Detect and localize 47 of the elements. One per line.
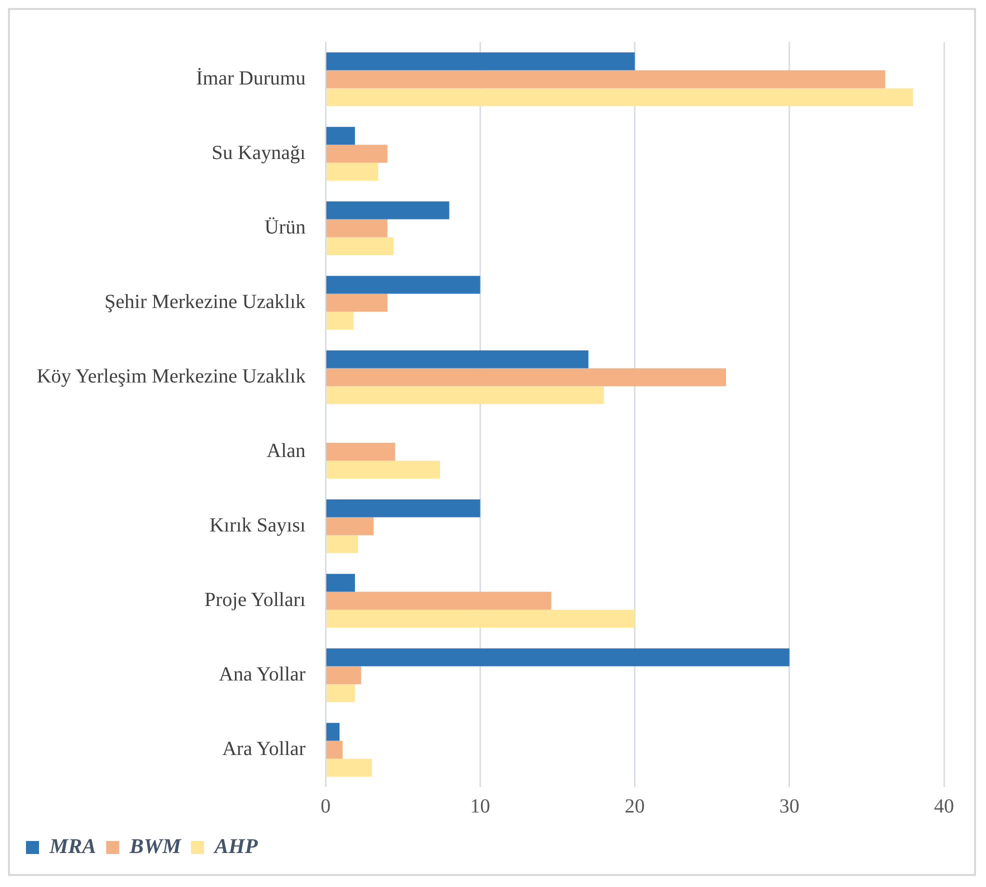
bar bbox=[326, 666, 362, 684]
bar bbox=[326, 350, 588, 368]
bar bbox=[326, 237, 394, 256]
bar bbox=[326, 758, 372, 777]
bar bbox=[326, 499, 480, 518]
y-tick-label: Ara Yollar bbox=[222, 738, 306, 760]
bar bbox=[326, 312, 354, 330]
x-tick-label: 0 bbox=[320, 795, 331, 818]
y-tick-label: Şehir Merkezine Uzaklık bbox=[104, 291, 306, 313]
bar bbox=[326, 201, 450, 220]
bar bbox=[326, 535, 358, 554]
legend-label: BWM bbox=[128, 834, 182, 858]
bar bbox=[326, 460, 440, 479]
bar bbox=[326, 70, 886, 88]
bar bbox=[326, 574, 355, 592]
bar bbox=[326, 610, 635, 628]
bar bbox=[326, 517, 374, 536]
x-tick-label: 30 bbox=[779, 795, 800, 818]
y-tick-label: Kırık Sayısı bbox=[209, 514, 306, 536]
y-tick-label: Ana Yollar bbox=[218, 664, 306, 686]
legend-label: AHP bbox=[212, 834, 258, 858]
bar bbox=[326, 276, 480, 294]
bar bbox=[326, 684, 355, 702]
x-tick-label: 10 bbox=[470, 795, 490, 818]
bar bbox=[326, 442, 396, 461]
bar bbox=[326, 219, 388, 238]
bar bbox=[326, 368, 726, 386]
bar bbox=[326, 722, 340, 741]
y-tick-label: İmar Durumu bbox=[196, 68, 306, 90]
bar bbox=[326, 592, 552, 610]
y-tick-label: Ürün bbox=[264, 216, 306, 238]
bar bbox=[326, 740, 343, 759]
bar bbox=[326, 52, 635, 70]
bar bbox=[326, 294, 388, 312]
x-tick-label: 20 bbox=[624, 795, 645, 818]
bar bbox=[326, 126, 355, 145]
y-tick-label: Alan bbox=[266, 440, 306, 462]
bar bbox=[326, 162, 378, 181]
y-tick-label: Su Kaynağı bbox=[212, 142, 306, 164]
x-tick-label: 40 bbox=[934, 795, 954, 818]
bar bbox=[326, 88, 914, 106]
bar bbox=[326, 648, 790, 666]
y-tick-label: Proje Yolları bbox=[204, 589, 306, 611]
y-tick-label: Köy Yerleşim Merkezine Uzaklık bbox=[36, 366, 306, 388]
bar bbox=[326, 144, 388, 163]
bar bbox=[326, 386, 604, 404]
legend-label: MRA bbox=[48, 834, 96, 858]
